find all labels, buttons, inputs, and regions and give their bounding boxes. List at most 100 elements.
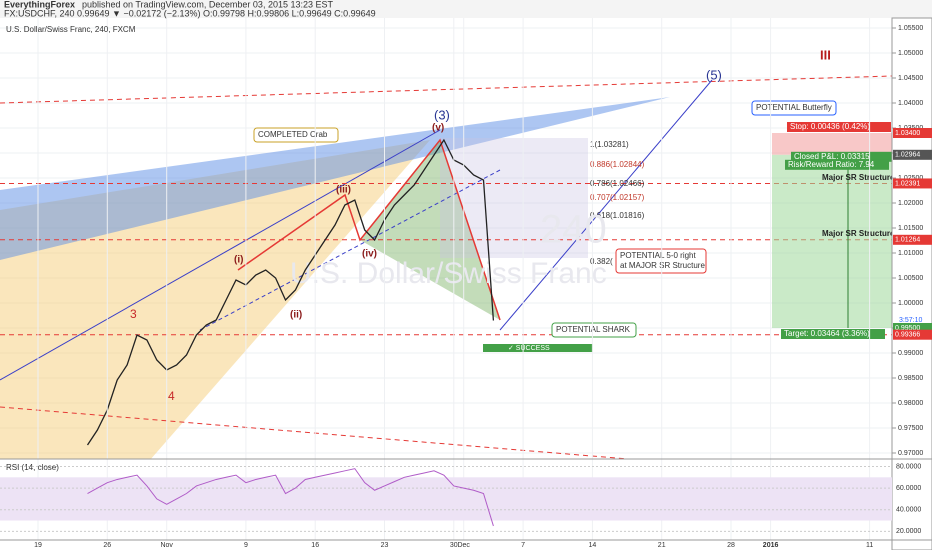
green-pattern xyxy=(360,140,500,320)
annotation-box xyxy=(751,100,837,116)
y-tick-label: 1.02000 xyxy=(898,200,923,207)
success-badge xyxy=(483,344,593,352)
y-tick-label: 1.02500 xyxy=(898,175,923,182)
rsi-line xyxy=(87,468,494,527)
fib-label: 0.786(1.02466) xyxy=(590,179,645,188)
price-tag-label: 1.02964 xyxy=(895,152,920,159)
annotation: ✓ SUCCESS xyxy=(508,345,550,352)
rsi-title: RSI (14, close) xyxy=(6,463,59,472)
y-tick-label: 0.99000 xyxy=(898,350,923,357)
x-tick-label: Nov xyxy=(160,542,173,549)
x-tick-label: 30 xyxy=(450,542,458,549)
channel-dash xyxy=(199,169,501,331)
price-tag-label: 1.02391 xyxy=(895,180,920,187)
rsi-tick-label: 80.0000 xyxy=(896,463,921,470)
y-tick-label: 0.98000 xyxy=(898,400,923,407)
annotation: POTENTIAL 5-0 right xyxy=(620,251,697,260)
annotation-box xyxy=(615,248,707,274)
x-tick-label: 9 xyxy=(244,542,248,549)
published: published on TradingView.com, December 0… xyxy=(82,0,333,9)
rsi-tick-label: 20.0000 xyxy=(896,528,921,535)
y-tick-label: 1.05000 xyxy=(898,50,923,57)
annotation: (ii) xyxy=(290,310,302,321)
annotation: POTENTIAL SHARK xyxy=(556,325,631,334)
annotation: Major SR Structure xyxy=(822,229,895,238)
y-tick-label: 1.04000 xyxy=(898,100,923,107)
x-tick-label: 28 xyxy=(727,542,735,549)
annotation: (v) xyxy=(432,123,444,134)
countdown: 3:57:10 xyxy=(899,317,922,324)
position-label: Target: 0.03464 (3.36%) xyxy=(784,329,870,338)
author: EverythingForex xyxy=(4,0,75,9)
position-label: Closed P&L: 0.03315 xyxy=(794,152,870,161)
position-box xyxy=(781,329,885,339)
fib-box xyxy=(440,138,588,258)
price-tag-label: 1.03400 xyxy=(895,130,920,137)
annotation: at MAJOR SR Structure xyxy=(620,261,705,270)
annotation: III xyxy=(820,47,831,62)
position-box xyxy=(787,122,891,132)
price-line xyxy=(86,138,495,446)
annotation: POTENTIAL Butterfly xyxy=(756,103,832,112)
x-tick-label: 11 xyxy=(866,542,873,549)
x-tick-label: 2016 xyxy=(763,542,779,549)
stop-zone xyxy=(772,133,892,155)
projection xyxy=(499,79,713,331)
price-tag xyxy=(893,178,932,189)
watermark: U.S. Dollar/Swiss Franc xyxy=(290,257,607,290)
y-tick-label: 1.00500 xyxy=(898,275,923,282)
x-tick-label: 16 xyxy=(311,542,319,549)
y-tick-label: 1.04500 xyxy=(898,75,923,82)
price-tag-label: 0.99366 xyxy=(895,332,920,339)
price-tag xyxy=(893,149,932,160)
x-tick-label: Dec xyxy=(457,542,470,549)
price-axis xyxy=(891,17,932,550)
y-tick-label: 0.97000 xyxy=(898,450,923,457)
rsi-band xyxy=(0,477,892,521)
price-tag xyxy=(893,128,932,138)
x-tick-label: 23 xyxy=(381,542,389,549)
annotation: 4 xyxy=(168,389,175,403)
annotation: 3 xyxy=(130,307,137,321)
blue-fan xyxy=(0,97,670,260)
price-tag xyxy=(893,323,932,333)
price-pane: Stop: 0.00436 (0.42%) Closed P&L: 0.03315… xyxy=(0,27,895,459)
annotation: (i) xyxy=(234,255,243,266)
x-tick-label: 26 xyxy=(103,542,111,549)
channel xyxy=(0,129,441,381)
y-tick-label: 0.97500 xyxy=(898,425,923,432)
price-tag-label: 0.99500 xyxy=(895,325,920,332)
plot: Stop: 0.00436 (0.42%) Closed P&L: 0.03315… xyxy=(0,18,895,540)
fib-label: 0.618(1.01816) xyxy=(590,211,645,220)
y-tick-label: 0.98500 xyxy=(898,375,923,382)
position-box xyxy=(791,151,892,162)
annotation: Major SR Structure xyxy=(822,173,895,182)
y-tick-label: 1.05500 xyxy=(898,25,923,32)
fib-label: 0.707(1.02157) xyxy=(590,193,645,202)
annotation: (5) xyxy=(706,67,722,82)
annotation: (iii) xyxy=(336,185,351,196)
position-label: Stop: 0.00436 (0.42%) xyxy=(790,122,870,131)
watermark-symbol: 240 xyxy=(540,208,607,252)
x-tick-label: 21 xyxy=(658,542,666,549)
annotation: (3) xyxy=(434,107,450,122)
x-tick-label: 7 xyxy=(521,542,525,549)
y-tick-label: 1.01000 xyxy=(898,250,923,257)
chart-title: U.S. Dollar/Swiss Franc, 240, FXCM xyxy=(6,25,136,34)
rsi-tick-label: 60.0000 xyxy=(896,485,921,492)
fib-label: 1(1.03281) xyxy=(590,140,629,149)
annotation-box xyxy=(551,322,637,338)
trend-top xyxy=(0,75,892,104)
y-tick-label: 1.00000 xyxy=(898,300,923,307)
fib-label: 0.886(1.02844) xyxy=(590,160,645,169)
position-label: Risk/Reward Ratio: 7.94 xyxy=(788,160,875,169)
price-tag xyxy=(893,329,932,340)
fib-label: 0.382( xyxy=(590,257,613,266)
annotation: (iv) xyxy=(362,249,377,260)
y-tick-label: 1.01500 xyxy=(898,225,923,232)
rsi-tick-label: 40.0000 xyxy=(896,507,921,514)
quote: FX:USDCHF, 240 0.99649 ▼ −0.02172 (−2.13… xyxy=(4,8,376,18)
annotation-box xyxy=(253,127,339,143)
